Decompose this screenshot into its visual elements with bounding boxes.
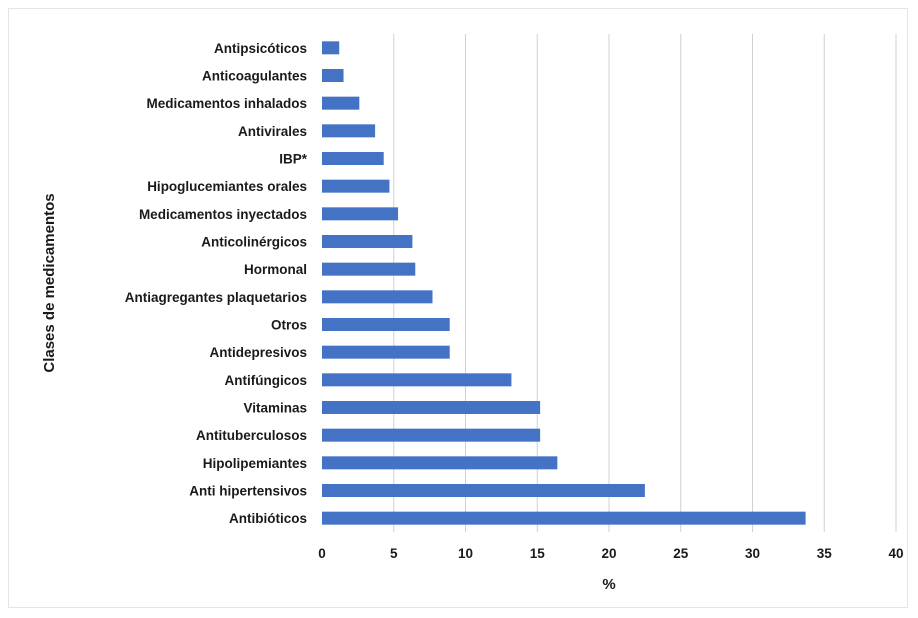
category-label: Antiagregantes plaquetarios <box>125 290 307 305</box>
category-label: Antibióticos <box>229 511 307 526</box>
category-label: Otros <box>271 318 307 333</box>
category-label: Medicamentos inhalados <box>146 96 307 111</box>
bar <box>322 428 541 442</box>
gridlines <box>393 34 897 532</box>
category-label: Anticolinérgicos <box>201 235 307 250</box>
category-label: Hipoglucemiantes orales <box>147 179 307 194</box>
bar <box>322 511 806 525</box>
category-label: Hipolipemiantes <box>203 456 307 471</box>
x-tick-label: 40 <box>888 546 903 561</box>
chart-frame <box>8 8 908 608</box>
category-label: Vitaminas <box>243 401 307 416</box>
category-label: Hormonal <box>244 262 307 277</box>
bar <box>322 69 344 82</box>
category-label: IBP* <box>279 152 308 167</box>
bar <box>322 290 433 304</box>
category-label: Medicamentos inyectados <box>139 207 307 222</box>
x-tick-label: 30 <box>745 546 760 561</box>
bar <box>322 345 450 359</box>
bar <box>322 484 645 497</box>
x-tick-labels: 0 5 10 15 20 25 30 35 40 <box>318 546 903 561</box>
bar <box>322 96 360 110</box>
x-axis-label: % <box>602 576 615 593</box>
bar <box>322 124 376 138</box>
bar <box>322 152 384 165</box>
y-axis-label: Clases de medicamentos <box>41 193 58 372</box>
x-tick-label: 20 <box>601 546 616 561</box>
category-label: Anti hipertensivos <box>189 484 307 499</box>
bar <box>322 179 390 193</box>
bar <box>322 373 512 387</box>
category-label: Antituberculosos <box>196 428 307 443</box>
category-label: Antifúngicos <box>225 373 308 388</box>
bar <box>322 456 558 470</box>
x-tick-label: 5 <box>390 546 398 561</box>
bar <box>322 318 450 331</box>
bar <box>322 401 541 414</box>
x-tick-label: 25 <box>673 546 689 561</box>
category-label: Antidepresivos <box>209 345 307 360</box>
category-label: Antipsicóticos <box>214 41 307 56</box>
bar <box>322 235 413 248</box>
x-tick-label: 35 <box>817 546 833 561</box>
category-label: Antivirales <box>238 124 307 139</box>
category-label: Anticoagulantes <box>202 69 307 84</box>
x-tick-label: 15 <box>530 546 546 561</box>
bar <box>322 262 416 276</box>
bars <box>322 41 806 525</box>
x-tick-label: 0 <box>318 546 326 561</box>
category-labels: Antipsicóticos Anticoagulantes Medicamento… <box>125 41 308 526</box>
x-tick-label: 10 <box>458 546 473 561</box>
bar <box>322 207 399 221</box>
bar <box>322 41 340 55</box>
